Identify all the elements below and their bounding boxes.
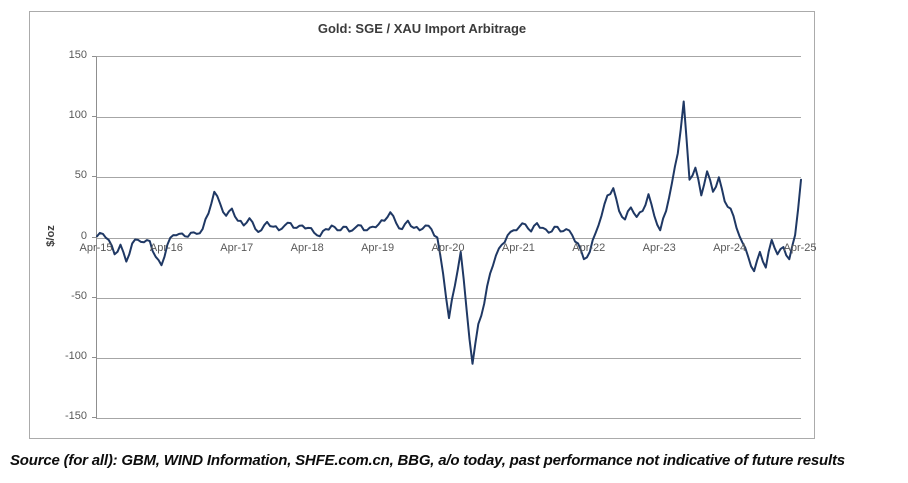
chart-area: Gold: SGE / XAU Import Arbitrage $/oz 15… <box>29 11 817 439</box>
x-tick-label: Apr-23 <box>642 241 676 254</box>
y-tick-mark <box>92 236 96 238</box>
x-tick-label: Apr-22 <box>572 241 606 254</box>
x-tick-label: Apr-20 <box>431 241 465 254</box>
y-tick-label: 50 <box>74 169 87 182</box>
x-tick-label: Apr-19 <box>361 241 395 254</box>
y-tick-mark <box>92 417 96 418</box>
gridline-y--100 <box>97 357 801 359</box>
x-tick-label: Apr-15 <box>79 241 113 254</box>
gridline-y-100 <box>97 117 801 119</box>
arbitrage-line-series <box>96 100 802 365</box>
source-note: Source (for all): GBM, WIND Information,… <box>10 452 845 469</box>
gridline-y-50 <box>97 177 801 179</box>
x-tick-label: Apr-18 <box>290 241 324 254</box>
gridline-y-0 <box>97 237 801 239</box>
chart-title: Gold: SGE / XAU Import Arbitrage <box>317 21 527 36</box>
line-series-svg <box>96 100 802 365</box>
x-tick-label: Apr-24 <box>713 241 747 254</box>
y-tick-mark <box>92 56 96 57</box>
y-tick-label: -150 <box>64 410 87 422</box>
x-tick-label: Apr-17 <box>220 241 254 254</box>
plot-area <box>96 56 802 419</box>
gridline-y--50 <box>97 297 801 299</box>
x-tick-label: Apr-16 <box>149 241 183 254</box>
y-tick-mark <box>92 176 96 178</box>
y-tick-label: 150 <box>68 49 87 61</box>
y-tick-mark <box>92 296 96 298</box>
y-tick-label: 0 <box>80 229 87 242</box>
y-tick-mark <box>92 356 96 358</box>
x-tick-label: Apr-21 <box>501 241 535 254</box>
x-tick-label: Apr-25 <box>783 241 817 254</box>
y-tick-label: -100 <box>64 349 87 362</box>
y-tick-label: -50 <box>71 289 87 302</box>
y-tick-label: 100 <box>68 109 87 122</box>
y-tick-mark <box>92 116 96 118</box>
